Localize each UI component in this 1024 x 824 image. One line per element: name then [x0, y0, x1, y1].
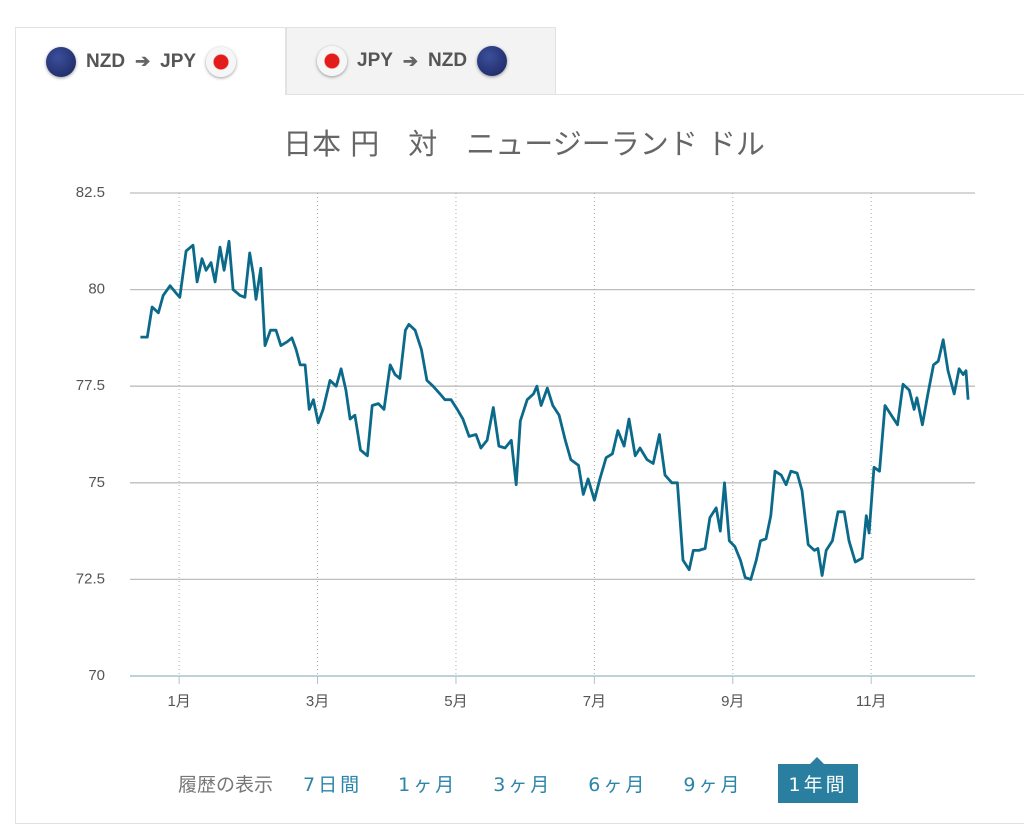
arrow: ➔ [402, 50, 419, 71]
arrow: ➔ [135, 51, 151, 71]
range-option[interactable]: 7日間 [303, 773, 363, 796]
currency: JPY [357, 50, 393, 71]
currency: NZD [86, 50, 126, 72]
y-tick-label: 77.5 [76, 377, 105, 394]
x-tick-label: 7月 [583, 693, 606, 710]
currency: JPY [160, 50, 197, 72]
range-option[interactable]: 1ヶ月 [398, 773, 458, 796]
range-option[interactable]: 6ヶ月 [588, 773, 648, 796]
currency: NZD [428, 50, 468, 71]
y-tick-label: 72.5 [76, 570, 105, 587]
y-tick-label: 82.5 [76, 184, 105, 201]
y-tick-label: 70 [88, 667, 105, 684]
range-option[interactable]: 3ヶ月 [493, 773, 553, 796]
x-tick-label: 1月 [167, 693, 190, 710]
range-option[interactable]: 9ヶ月 [683, 773, 743, 796]
range-option[interactable]: 1年間 [778, 756, 858, 803]
history-label: 履歴の表示 [178, 773, 274, 796]
x-tick-label: 5月 [444, 693, 467, 710]
x-tick-label: 3月 [306, 693, 329, 710]
tab[interactable]: NZD ➔ JPY [15, 27, 286, 95]
x-tick-label: 9月 [721, 693, 744, 710]
line [140, 239, 970, 581]
y-tick-label: 80 [88, 281, 105, 298]
x-tick-label: 11月 [856, 693, 887, 710]
flag [317, 46, 347, 76]
flag [46, 46, 76, 77]
chart-title: 日本 円 対 ニュージーランド ドル [283, 127, 765, 161]
flag [477, 46, 508, 76]
flag [206, 46, 237, 77]
y-tick-label: 75 [88, 474, 105, 491]
tab[interactable]: JPY ➔ NZD [286, 27, 556, 95]
history-bar: 履歴の表示 7日間 1ヶ月 3ヶ月 6ヶ月 9ヶ月 1年間 [178, 756, 858, 803]
